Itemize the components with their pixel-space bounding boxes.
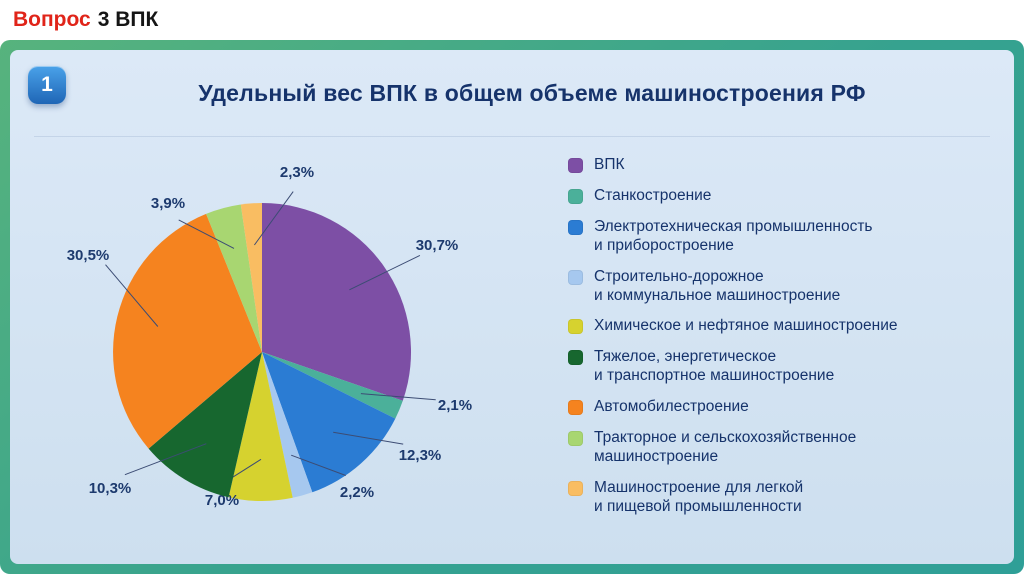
pie-slice-2: [262, 352, 403, 419]
legend-label: Машиностроение для легкой и пищевой пром…: [594, 478, 804, 515]
pie-slice-1: [262, 203, 412, 401]
slide-panel: 1 Удельный вес ВПК в общем объеме машино…: [10, 50, 1014, 564]
chart-title: Удельный вес ВПК в общем объеме машиност…: [198, 80, 866, 106]
pie-slice-9: [240, 202, 262, 352]
legend-swatch: [568, 219, 583, 235]
legend-swatch: [568, 480, 583, 496]
pie-leader-line: [226, 458, 262, 482]
legend-swatch: [568, 350, 583, 366]
header-question-word: Вопрос: [13, 8, 91, 31]
legend-label: Химическое и нефтяное машиностроение: [594, 317, 898, 335]
legend-label: Станкостроение: [594, 186, 712, 204]
pie-percent-label: 30,5%: [67, 247, 110, 264]
pie-leader-line: [124, 443, 207, 476]
pie-leader-line: [253, 191, 294, 246]
legend-label: Строительно-дорожное и коммунальное маши…: [594, 267, 841, 304]
pie-percent-label: 2,1%: [438, 397, 472, 414]
pie-percent-label: 3,9%: [151, 195, 185, 212]
pie-slice-4: [262, 352, 313, 498]
legend-item: Строительно-дорожное и коммунальное маши…: [568, 268, 1004, 306]
header-rest-text: 3 ВПК: [97, 8, 159, 31]
title-divider: [34, 136, 990, 137]
legend-swatch: [568, 158, 583, 173]
pie-percent-label: 7,0%: [205, 492, 239, 509]
pie-slice-8: [206, 204, 262, 352]
legend-label: ВПК: [594, 156, 625, 173]
legend: ВПК Станкостроение Электротехническая пром…: [568, 156, 1004, 517]
legend-swatch: [568, 431, 583, 447]
pie-leader-line: [178, 219, 235, 249]
pie-percent-label: 10,3%: [89, 480, 132, 497]
legend-swatch: [568, 319, 583, 335]
legend-item: ВПК: [568, 156, 1004, 175]
legend-item: Электротехническая промышленность и приб…: [568, 218, 1004, 256]
pie-leader-line: [333, 431, 404, 445]
slide-number-badge: 1: [28, 66, 66, 104]
legend-item: Автомобилестроение: [568, 398, 1004, 417]
legend-item: Машиностроение для легкой и пищевой пром…: [568, 479, 1004, 517]
legend-item: Тракторное и сельскохозяйственное машино…: [568, 429, 1004, 467]
pie-leader-line: [291, 454, 346, 476]
pie-slice-3: [262, 352, 396, 493]
legend-label: Электротехническая промышленность и приб…: [594, 217, 873, 254]
pie-slice-6: [148, 352, 262, 498]
legend-label: Тракторное и сельскохозяйственное машино…: [594, 429, 857, 465]
legend-swatch: [568, 188, 583, 204]
pie-percent-label: 30,7%: [416, 237, 459, 254]
pie-leader-line: [360, 393, 436, 401]
legend-swatch: [568, 269, 583, 285]
slide-frame: 1 Удельный вес ВПК в общем объеме машино…: [0, 40, 1024, 574]
pie-slice-5: [228, 352, 293, 501]
pie-percent-label: 2,3%: [280, 164, 314, 181]
header-bar: Вопрос 3 ВПК: [0, 0, 1024, 40]
pie-leader-line: [349, 254, 421, 291]
legend-item: Тяжелое, энергетическое и транспортное м…: [568, 348, 1004, 386]
legend-item: Станкостроение: [568, 187, 1004, 206]
pie-leader-line: [105, 264, 159, 327]
pie-slice-7: [113, 213, 262, 449]
pie-percent-label: 12,3%: [399, 447, 442, 464]
legend-swatch: [568, 400, 583, 416]
legend-label: Тяжелое, энергетическое и транспортное м…: [594, 348, 835, 385]
legend-label: Автомобилестроение: [594, 398, 749, 416]
pie-percent-label: 2,2%: [340, 484, 374, 501]
legend-item: Химическое и нефтяное машиностроение: [568, 317, 1004, 336]
